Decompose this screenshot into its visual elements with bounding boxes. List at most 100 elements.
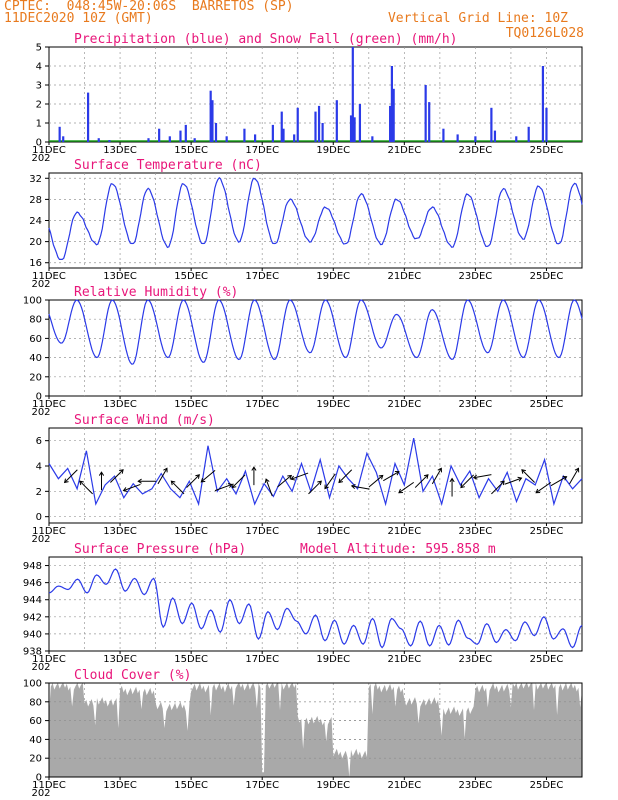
precip-bar xyxy=(108,140,111,142)
wind-arrow xyxy=(521,469,535,483)
wind-arrow-head xyxy=(227,483,233,488)
wind-arrow-head xyxy=(394,470,400,476)
wind-arrow-head xyxy=(264,478,270,484)
header-datetime: 11DEC2020 10Z (GMT) xyxy=(4,11,153,26)
precip-bar xyxy=(351,47,354,142)
precip-bar xyxy=(214,123,218,142)
wind-arrow-head xyxy=(437,467,442,473)
wind-arrow xyxy=(368,475,384,488)
wind-arrow xyxy=(383,471,400,482)
wind-arrow-head xyxy=(63,478,69,484)
wind-arrow-head xyxy=(460,483,465,489)
precip-bar xyxy=(335,100,338,142)
precip-bar xyxy=(193,138,196,142)
panel-frame xyxy=(48,299,583,397)
header-gridline-note: Vertical Grid Line: 10Z xyxy=(387,11,568,26)
xtick-label: 25DEC xyxy=(530,526,564,537)
ytick-label: 0 xyxy=(36,138,42,149)
xtick-label: 15DEC xyxy=(174,145,208,156)
header-station: CPTEC: 048:45W-20:06S BARRETOS (SP) xyxy=(4,0,294,14)
xtick-label: 25DEC xyxy=(530,399,564,410)
wind-arrow-head xyxy=(287,474,293,480)
wind-arrow xyxy=(414,474,429,488)
xtick-label: 11DEC xyxy=(32,399,66,410)
wind-arrow-head xyxy=(290,475,296,481)
wind-arrow-head xyxy=(119,469,124,474)
precip-bar xyxy=(349,115,353,142)
panel-title: Cloud Cover (%) xyxy=(74,668,191,683)
ytick-label: 0 xyxy=(36,392,42,403)
ytick-label: 32 xyxy=(29,174,42,185)
precip-bar xyxy=(541,66,545,142)
wind-arrow xyxy=(491,480,505,495)
wind-arrow-head xyxy=(231,483,237,489)
xtick-label: 19DEC xyxy=(316,271,350,282)
ytick-label: 938 xyxy=(23,647,42,658)
xtick-label: 19DEC xyxy=(316,399,350,410)
precip-bar xyxy=(209,90,212,142)
precip-bar xyxy=(86,92,90,142)
wind-arrow xyxy=(550,476,567,487)
wind-arrow xyxy=(291,472,309,480)
ytick-label: 4 xyxy=(36,62,42,73)
precip-bar xyxy=(545,107,548,142)
wind-arrow xyxy=(277,475,292,488)
ytick-label: 20 xyxy=(29,754,42,765)
precip-bar xyxy=(243,128,246,142)
wind-arrow xyxy=(79,480,93,495)
wind-arrow xyxy=(123,483,141,492)
panel-frame xyxy=(48,556,583,652)
wind-arrow-head xyxy=(137,478,142,484)
precip-bar xyxy=(168,136,171,142)
wind-arrow-head xyxy=(521,469,526,474)
precip-bar xyxy=(293,134,296,142)
precip-bar xyxy=(424,85,427,142)
wind-arrow xyxy=(200,469,216,483)
precip-bar xyxy=(179,130,182,142)
xtick-label: 17DEC xyxy=(245,271,279,282)
ytick-label: 5 xyxy=(36,43,42,54)
precip-bar xyxy=(358,104,362,142)
xtick-label: 23DEC xyxy=(459,271,493,282)
precip-bar xyxy=(62,136,65,142)
wind-arrow-head xyxy=(98,471,105,476)
wind-arrow xyxy=(64,469,78,483)
panel-1 xyxy=(45,172,583,271)
xtick-label: 11DEC xyxy=(32,145,66,156)
wind-arrow-head xyxy=(79,480,84,486)
xtick-label: 15DEC xyxy=(174,780,208,791)
xtick-label: 19DEC xyxy=(316,526,350,537)
xtick-label: 21DEC xyxy=(387,526,421,537)
xtick-label: 11DEC xyxy=(32,526,66,537)
wind-arrow-head xyxy=(517,476,523,482)
panel-title: Surface Temperature (nC) xyxy=(74,158,262,173)
wind-arrow xyxy=(231,474,246,488)
ytick-label: 942 xyxy=(23,612,42,623)
precip-bar xyxy=(442,128,445,142)
xtick-label: 15DEC xyxy=(174,526,208,537)
wind-arrow-head xyxy=(338,478,344,484)
panel-title: Precipitation (blue) and Snow Fall (gree… xyxy=(74,32,458,47)
precip-bar xyxy=(321,123,324,142)
wind-arrow-head xyxy=(472,474,478,480)
xtick-label: 13DEC xyxy=(103,399,137,410)
xtick-label: 11DEC xyxy=(32,780,66,791)
panel-2 xyxy=(45,299,583,399)
ytick-label: 946 xyxy=(23,578,42,589)
wind-speed-line xyxy=(48,437,583,507)
header-model-id: TQ0126L028 xyxy=(505,26,584,41)
cloud-cover-area xyxy=(49,683,582,777)
ytick-label: 4 xyxy=(36,462,42,473)
precip-bar xyxy=(493,130,497,142)
xtick-label: 13DEC xyxy=(103,145,137,156)
precip-bar xyxy=(527,126,530,142)
wind-arrow-head xyxy=(200,477,206,483)
precip-bar xyxy=(456,134,459,142)
precip-bar xyxy=(353,117,356,142)
xtick-label: 19DEC xyxy=(316,145,350,156)
precip-bar xyxy=(282,128,285,142)
panel-title: Relative Humidity (%) xyxy=(74,285,238,300)
xtick-label: 25DEC xyxy=(530,654,564,665)
xtick-label: 25DEC xyxy=(530,780,564,791)
